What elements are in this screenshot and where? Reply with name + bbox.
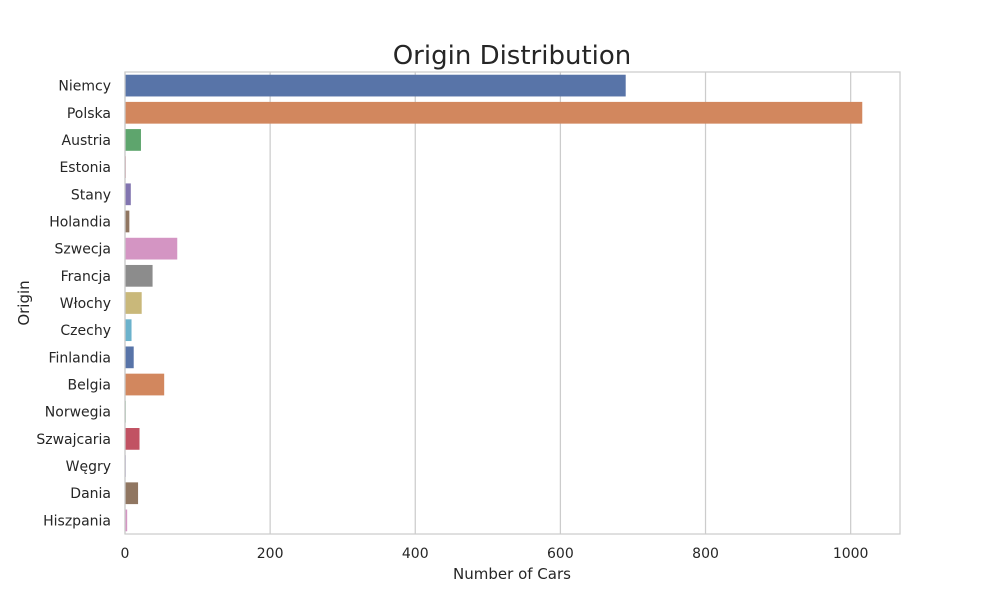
x-tick-label: 400: [402, 546, 429, 562]
y-tick-label: Francja: [61, 269, 111, 285]
y-tick-labels: Niemcy Polska Austria Estonia Stany Holandia S…: [36, 79, 111, 530]
bar-4: [125, 183, 131, 206]
x-tick-label: 0: [121, 546, 130, 562]
y-tick-label: Czechy: [60, 323, 111, 339]
bar-6: [125, 237, 178, 260]
chart-title: Origin Distribution: [393, 41, 632, 71]
x-tick-label: 200: [257, 546, 284, 562]
bar-11: [125, 373, 165, 396]
bar-9: [125, 319, 132, 342]
gridlines: [124, 72, 852, 534]
y-tick-label: Belgia: [68, 378, 111, 394]
bar-7: [125, 264, 153, 287]
x-tick-label: 600: [547, 546, 574, 562]
y-tick-label: Holandia: [49, 214, 111, 230]
y-tick-label: Włochy: [60, 296, 111, 312]
y-tick-label: Polska: [67, 106, 111, 122]
bar-2: [125, 129, 141, 151]
y-tick-label: Estonia: [59, 160, 111, 176]
bar-1: [125, 101, 863, 124]
plot-frame: [124, 71, 901, 535]
x-axis-label: Number of Cars: [453, 565, 571, 583]
x-tick-labels: 0 200 400 600 800 1000: [121, 546, 869, 562]
y-axis-label: Origin: [15, 280, 33, 325]
x-tick-label: 1000: [833, 546, 869, 562]
bar-16: [125, 509, 128, 532]
y-tick-label: Stany: [71, 187, 111, 203]
y-tick-label: Austria: [62, 133, 111, 149]
bar-10: [125, 346, 134, 369]
y-tick-label: Norwegia: [45, 405, 111, 421]
bar-8: [125, 292, 142, 314]
bar-0: [125, 74, 626, 97]
bar-13: [125, 428, 140, 450]
y-tick-label: Finlandia: [49, 350, 112, 366]
y-tick-label: Węgry: [66, 459, 111, 475]
y-tick-label: Szwecja: [55, 242, 111, 258]
bars: [125, 74, 863, 532]
y-tick-label: Dania: [70, 486, 111, 502]
bar-5: [125, 210, 130, 233]
y-tick-label: Niemcy: [58, 79, 111, 95]
y-tick-label: Hiszpania: [43, 513, 111, 529]
y-tick-label: Szwajcaria: [36, 432, 111, 448]
x-tick-label: 800: [692, 546, 719, 562]
bar-15: [125, 482, 139, 505]
